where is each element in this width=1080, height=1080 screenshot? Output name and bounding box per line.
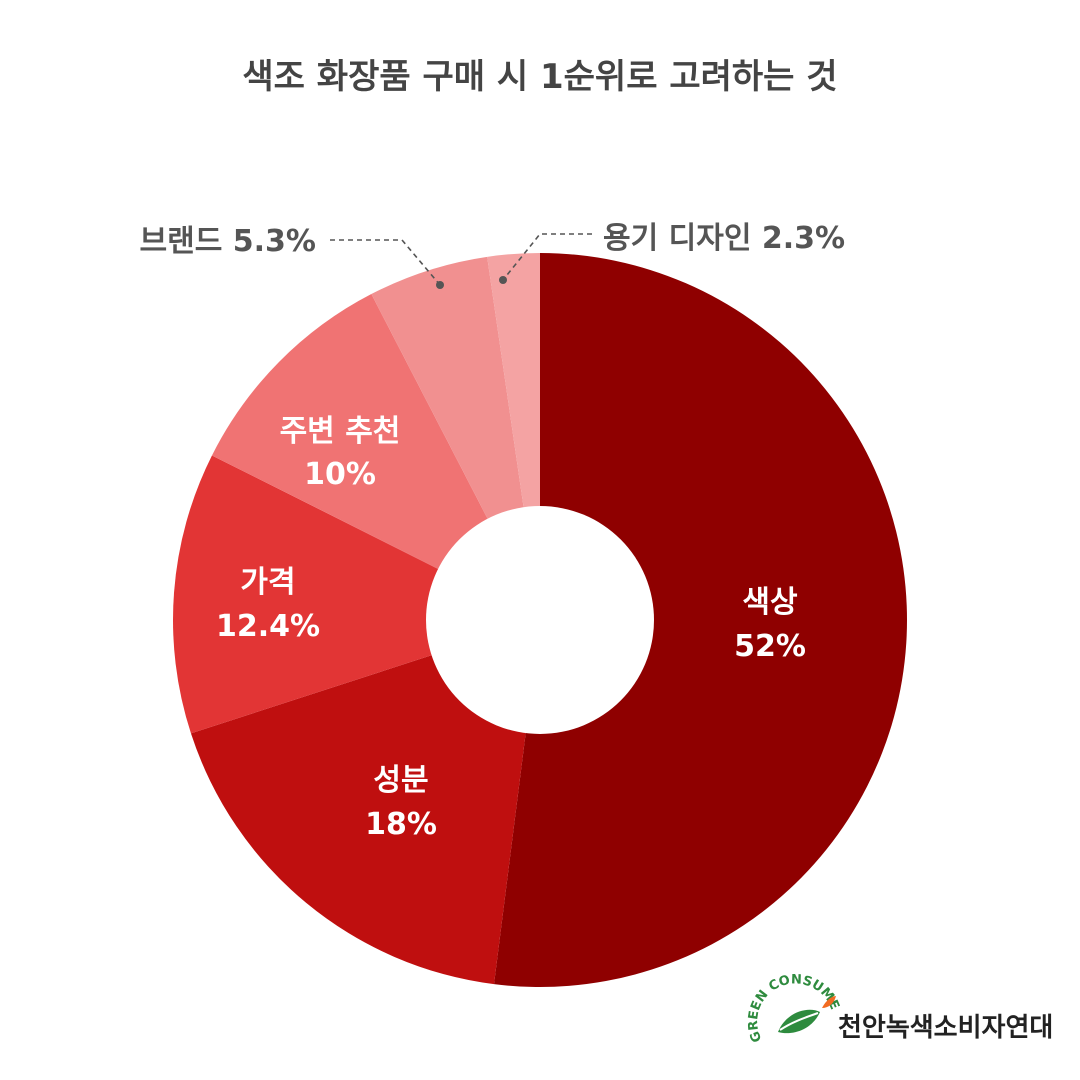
pie-slice-3 bbox=[211, 294, 540, 620]
leaf-icon bbox=[778, 996, 836, 1034]
slice-value-recommend: 10% bbox=[304, 457, 376, 492]
slice-value-color: 52% bbox=[734, 629, 806, 664]
leader-line-container bbox=[502, 233, 592, 281]
pie-slices bbox=[172, 253, 908, 987]
inside-labels: 색상 52% 성분 18% 가격 12.4% 주변 추천 10% bbox=[216, 414, 806, 842]
slice-value-ingredient: 18% bbox=[365, 807, 437, 842]
leader-dot-container bbox=[499, 276, 507, 284]
outside-labels: 브랜드 5.3% 용기 디자인 2.3% bbox=[140, 221, 845, 289]
leader-line-brand bbox=[330, 239, 441, 286]
pie-slice-1 bbox=[190, 620, 540, 985]
pie-slice-2 bbox=[172, 455, 540, 734]
chart-title: 색조 화장품 구매 시 1순위로 고려하는 것 bbox=[242, 57, 837, 97]
organization-name: 천안녹색소비자연대 bbox=[838, 1013, 1053, 1043]
slice-label-brand: 브랜드 5.3% bbox=[140, 224, 316, 259]
leader-dot-brand bbox=[436, 281, 444, 289]
pie-slice-0 bbox=[494, 253, 908, 987]
donut-hole bbox=[426, 506, 654, 734]
slice-label-color: 색상 bbox=[742, 585, 798, 620]
slice-label-container: 용기 디자인 2.3% bbox=[603, 221, 845, 256]
slice-label-ingredient: 성분 bbox=[373, 763, 428, 798]
slice-label-price: 가격 bbox=[240, 565, 295, 600]
slice-value-price: 12.4% bbox=[216, 609, 320, 644]
slice-label-recommend: 주변 추천 bbox=[280, 414, 401, 449]
